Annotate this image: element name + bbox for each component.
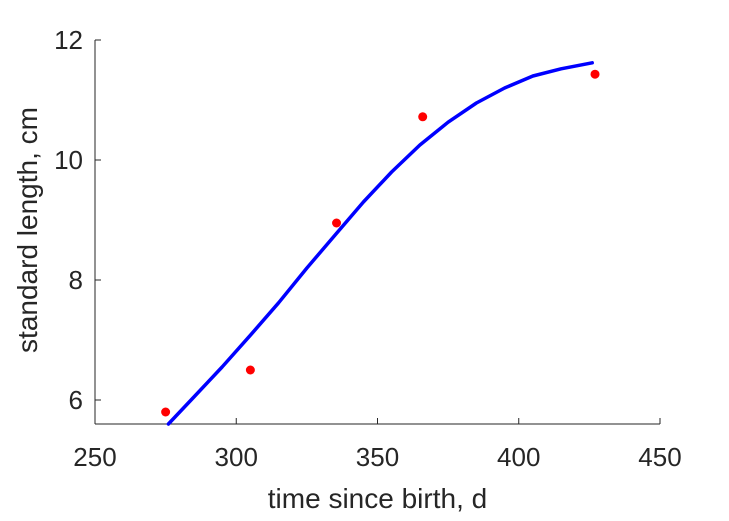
series-layer <box>161 61 600 426</box>
x-tick-label: 250 <box>73 442 116 472</box>
y-tick-label: 6 <box>69 385 83 415</box>
x-tick-label: 350 <box>356 442 399 472</box>
y-tick-label: 10 <box>54 145 83 175</box>
data-point <box>161 407 171 417</box>
x-tick-label: 300 <box>215 442 258 472</box>
x-tick-label: 400 <box>497 442 540 472</box>
data-point <box>590 69 600 79</box>
y-axis-label: standard length, cm <box>12 107 43 353</box>
axes <box>94 40 660 425</box>
x-tick-label: 450 <box>638 442 681 472</box>
y-tick-label: 8 <box>69 265 83 295</box>
y-tick-label: 12 <box>54 25 83 55</box>
fit-curve <box>166 61 594 426</box>
x-axis-label: time since birth, d <box>268 483 487 514</box>
y-ticks: 6 8 10 12 <box>54 25 101 415</box>
x-ticks: 250 300 350 400 450 <box>73 418 682 472</box>
data-point <box>245 365 255 375</box>
data-point <box>418 112 428 122</box>
data-point <box>332 218 342 228</box>
